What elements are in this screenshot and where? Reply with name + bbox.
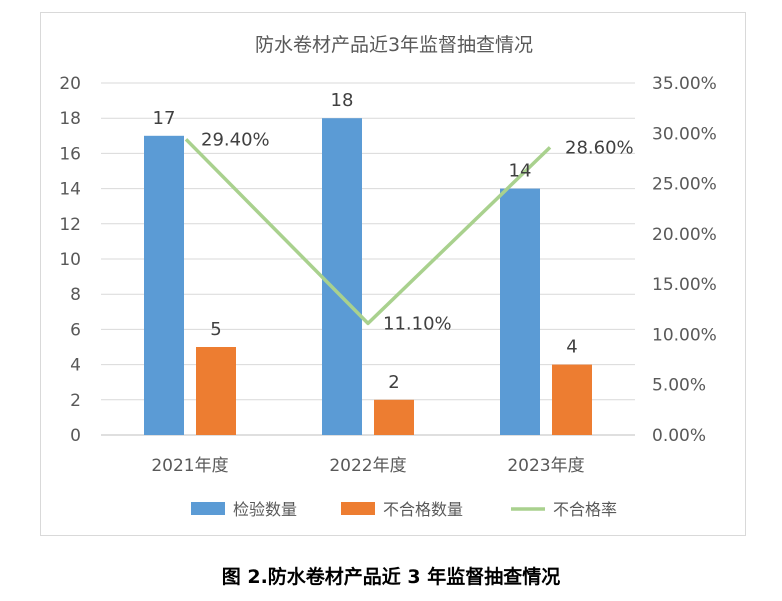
left-tick-label: 0	[70, 426, 81, 446]
left-tick-label: 10	[59, 250, 81, 270]
legend: 检验数量 不合格数量 不合格率	[191, 500, 617, 519]
bar-inspected	[322, 118, 362, 435]
right-tick-label: 5.00%	[652, 376, 706, 396]
left-tick-label: 8	[70, 285, 81, 305]
figure-caption: 图 2.防水卷材产品近 3 年监督抽查情况	[221, 566, 561, 588]
bar-failed	[374, 399, 414, 435]
bar-value-label: 17	[153, 108, 176, 129]
right-tick-label: 25.00%	[652, 175, 717, 195]
x-tick-label: 2022年度	[329, 456, 406, 476]
left-tick-label: 2	[70, 391, 81, 411]
left-tick-label: 16	[59, 144, 81, 164]
left-tick-label: 20	[59, 74, 81, 94]
left-tick-label: 14	[59, 180, 81, 200]
right-tick-label: 15.00%	[652, 275, 717, 295]
right-tick-label: 35.00%	[652, 74, 717, 94]
legend-label: 不合格数量	[383, 500, 463, 519]
bar-value-label: 14	[509, 161, 532, 182]
bar-value-label: 18	[331, 90, 354, 111]
right-tick-label: 30.00%	[652, 124, 717, 144]
legend-swatch	[191, 502, 225, 515]
bar-value-label: 2	[388, 372, 399, 393]
bar-inspected	[500, 188, 540, 435]
chart-frame: 防水卷材产品近3年监督抽查情况 17 18 14 5 2 4 29.40% 11.10% 28.…	[40, 12, 746, 536]
bar-inspected	[144, 135, 184, 436]
bar-failed	[196, 347, 236, 435]
right-tick-label: 10.00%	[652, 325, 717, 345]
left-tick-label: 18	[59, 109, 81, 129]
bar-failed	[552, 364, 592, 435]
x-tick-label: 2023年度	[507, 456, 584, 476]
right-tick-label: 0.00%	[652, 426, 706, 446]
right-tick-label: 20.00%	[652, 225, 717, 245]
left-tick-label: 6	[70, 320, 81, 340]
rate-line	[184, 138, 552, 326]
x-tick-label: 2021年度	[151, 456, 228, 476]
chart: 防水卷材产品近3年监督抽查情况 17 18 14 5 2 4 29.40% 11.10% 28.…	[59, 34, 717, 519]
bar-value-label: 5	[210, 319, 221, 340]
bar-value-label: 4	[566, 337, 577, 358]
legend-label: 不合格率	[553, 500, 617, 519]
rate-value-label: 11.10%	[383, 313, 452, 334]
left-tick-label: 4	[70, 356, 81, 376]
chart-title: 防水卷材产品近3年监督抽查情况	[255, 34, 533, 56]
rate-value-label: 29.40%	[201, 129, 270, 150]
legend-swatch	[341, 502, 375, 515]
legend-label: 检验数量	[233, 500, 297, 519]
left-tick-label: 12	[59, 215, 81, 235]
rate-value-label: 28.60%	[565, 137, 634, 158]
